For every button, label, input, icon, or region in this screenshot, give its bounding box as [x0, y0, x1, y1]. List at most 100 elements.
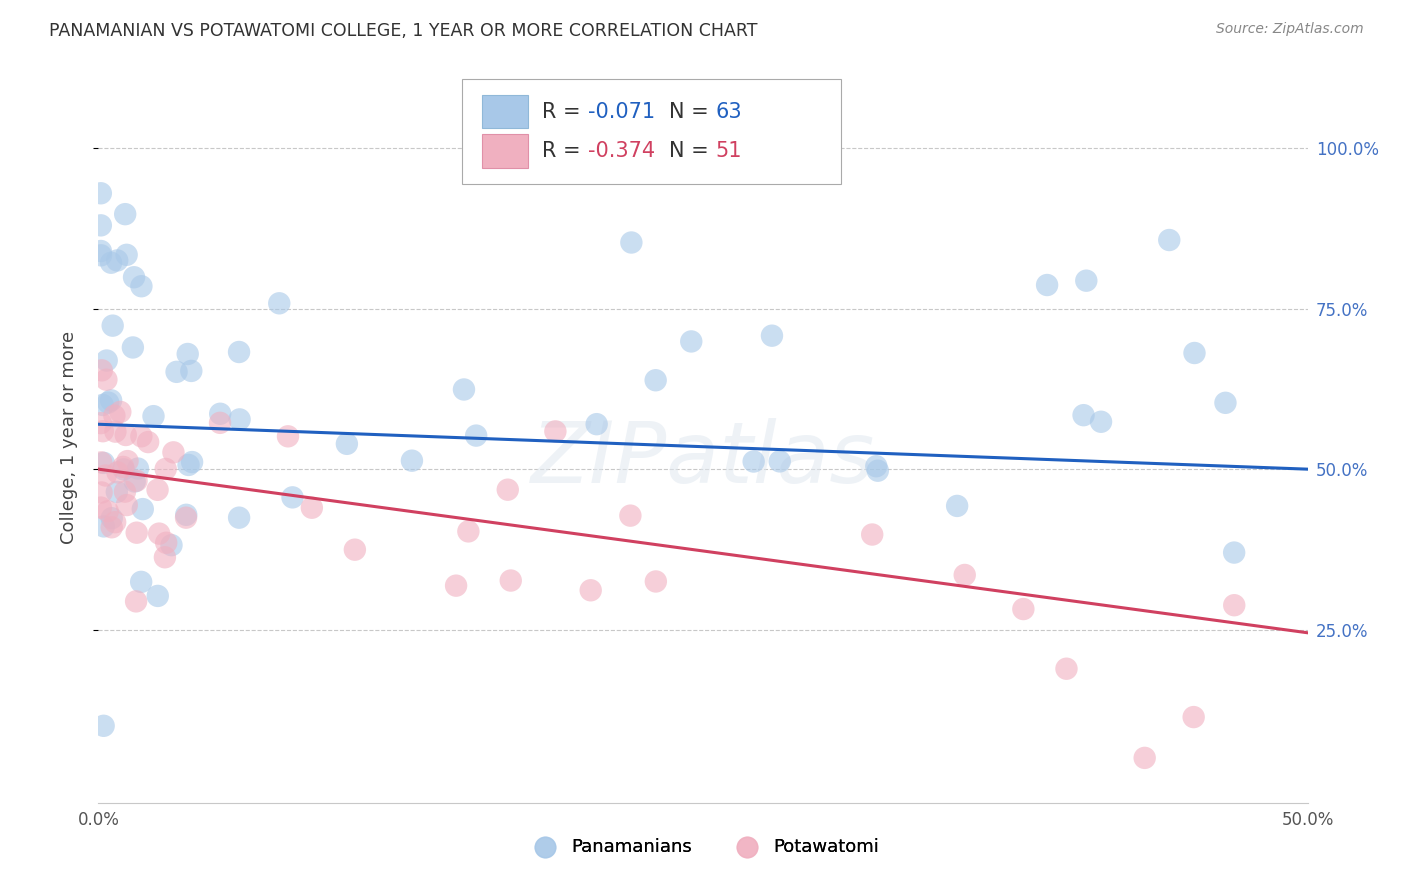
Point	[579, 583, 602, 598]
Point	[865, 459, 887, 474]
Point	[953, 568, 976, 582]
Point	[174, 508, 197, 522]
Point	[585, 417, 607, 432]
Point	[100, 511, 122, 525]
Point	[96, 373, 118, 387]
Point	[132, 502, 155, 516]
Point	[148, 526, 170, 541]
Text: ZIPatlas: ZIPatlas	[531, 417, 875, 500]
Point	[277, 429, 299, 443]
Point	[129, 574, 152, 589]
Point	[228, 345, 250, 359]
FancyBboxPatch shape	[463, 79, 841, 184]
Point	[122, 341, 145, 355]
Point	[93, 456, 115, 470]
Point	[1182, 710, 1205, 724]
Point	[104, 425, 127, 439]
Text: R =: R =	[543, 141, 588, 161]
Point	[619, 508, 641, 523]
Point	[269, 296, 291, 310]
Point	[1133, 751, 1156, 765]
Point	[90, 186, 112, 201]
Point	[1223, 545, 1246, 559]
Point	[1056, 662, 1078, 676]
Point	[544, 425, 567, 439]
Point	[97, 504, 120, 518]
Point	[146, 589, 169, 603]
Point	[91, 424, 114, 438]
Point	[125, 525, 148, 540]
Point	[155, 462, 177, 476]
Point	[209, 407, 232, 421]
Text: Source: ZipAtlas.com: Source: ZipAtlas.com	[1216, 22, 1364, 37]
Point	[444, 579, 467, 593]
Point	[125, 474, 148, 488]
Point	[114, 484, 136, 499]
Point	[115, 498, 138, 512]
Point	[1073, 408, 1095, 422]
Point	[93, 519, 115, 533]
Point	[162, 445, 184, 459]
Text: R =: R =	[543, 102, 588, 121]
Point	[115, 248, 138, 262]
Point	[620, 235, 643, 250]
Point	[127, 461, 149, 475]
Text: 51: 51	[716, 141, 741, 161]
Point	[644, 373, 666, 387]
Point	[94, 468, 117, 483]
Point	[1223, 598, 1246, 612]
Point	[105, 253, 128, 268]
Point	[1215, 396, 1237, 410]
Point	[103, 409, 125, 423]
Text: N =: N =	[669, 141, 716, 161]
Point	[153, 550, 176, 565]
Point	[114, 428, 136, 442]
Point	[761, 328, 783, 343]
Point	[644, 574, 666, 589]
Point	[465, 428, 488, 442]
Point	[124, 475, 146, 489]
Point	[112, 459, 135, 474]
Point	[93, 719, 115, 733]
Point	[209, 416, 232, 430]
Point	[155, 535, 177, 549]
Point	[112, 462, 135, 476]
Legend: Panamanians, Potawatomi: Panamanians, Potawatomi	[519, 830, 887, 863]
Point	[122, 270, 145, 285]
Point	[496, 483, 519, 497]
Point	[180, 364, 202, 378]
Point	[336, 437, 359, 451]
FancyBboxPatch shape	[482, 95, 527, 128]
Point	[281, 491, 304, 505]
Y-axis label: College, 1 year or more: College, 1 year or more	[59, 331, 77, 543]
Point	[90, 416, 112, 430]
Point	[499, 574, 522, 588]
Point	[100, 393, 122, 408]
Point	[1036, 278, 1059, 293]
Point	[90, 244, 112, 258]
Point	[401, 453, 423, 467]
Point	[866, 464, 889, 478]
Point	[146, 483, 169, 497]
Point	[97, 395, 120, 409]
Point	[90, 248, 112, 262]
Point	[946, 499, 969, 513]
Point	[301, 500, 323, 515]
Point	[457, 524, 479, 539]
Point	[90, 363, 112, 377]
Point	[114, 207, 136, 221]
Text: 63: 63	[716, 102, 742, 121]
Point	[1012, 602, 1035, 616]
Point	[181, 455, 204, 469]
Point	[90, 485, 112, 500]
Point	[131, 429, 153, 443]
Point	[453, 383, 475, 397]
Point	[681, 334, 703, 349]
Point	[142, 409, 165, 424]
Point	[107, 466, 129, 480]
Point	[91, 398, 114, 412]
Point	[228, 510, 250, 524]
Point	[1076, 274, 1098, 288]
Text: -0.374: -0.374	[588, 141, 655, 161]
Text: -0.071: -0.071	[588, 102, 655, 121]
